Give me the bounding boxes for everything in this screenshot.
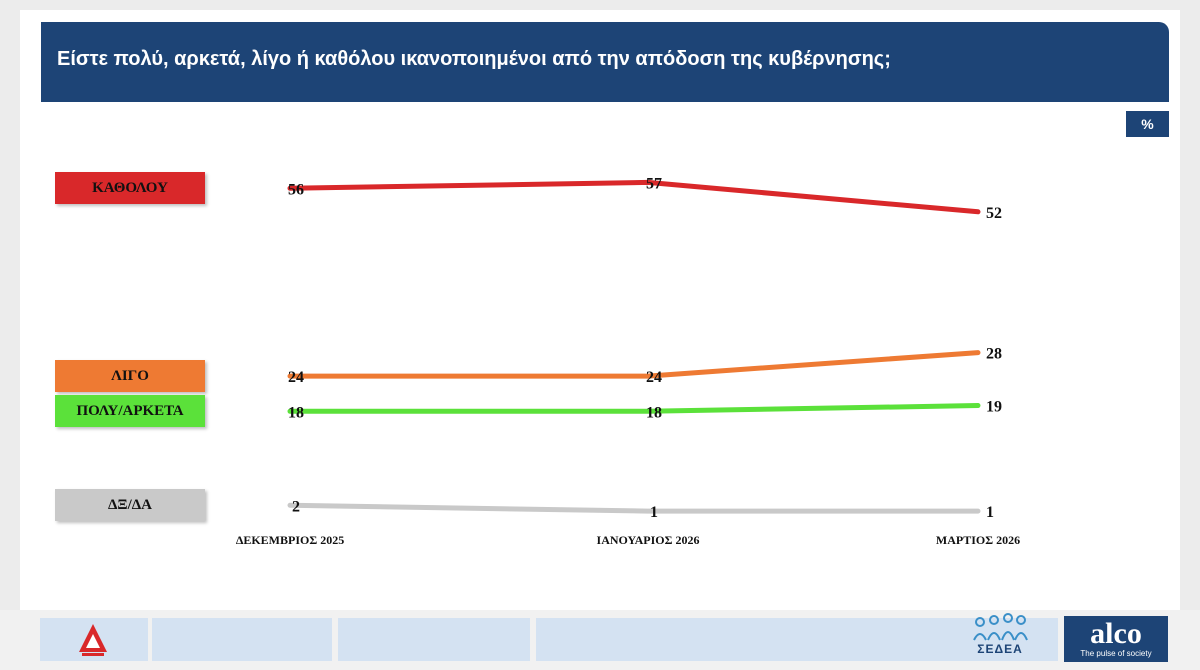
series-line <box>287 502 981 514</box>
data-label: 56 <box>288 181 304 198</box>
data-label: 19 <box>986 398 1002 415</box>
data-label: 2 <box>292 498 300 515</box>
legend-item: ΔΞ/ΔΑ <box>55 489 205 522</box>
data-label: 18 <box>646 404 662 421</box>
alco-logo-tagline: The pulse of society <box>1080 649 1152 658</box>
x-tick-label: ΔΕΚΕΜΒΡΙΟΣ 2025 <box>236 533 344 547</box>
legend-item: ΠΟΛΥ/ΑΡΚΕΤΑ <box>55 395 205 428</box>
series-line <box>287 179 981 215</box>
title-bar: Είστε πολύ, αρκετά, λίγο ή καθόλου ικανο… <box>41 22 1169 102</box>
alco-logo: alco The pulse of society <box>1064 616 1168 662</box>
legend-item: ΛΙΓΟ <box>55 360 205 393</box>
sedea-label: ΣΕΔΕΑ <box>977 642 1023 656</box>
line-chart: ΔΕΚΕΜΒΡΙΟΣ 2025 ΙΑΝΟΥΑΡΙΟΣ 2026 ΜΑΡΤΙΟΣ 20… <box>236 175 1020 547</box>
series-line <box>287 350 981 379</box>
series-line <box>287 403 981 414</box>
people-icon <box>973 613 1028 641</box>
data-label: 1 <box>986 504 994 521</box>
data-label: 18 <box>288 404 304 421</box>
data-label: 24 <box>646 369 662 386</box>
data-label: 28 <box>986 346 1002 363</box>
sedea-logo: ΣΕΔΕΑ <box>968 612 1032 662</box>
chart-title: Είστε πολύ, αρκετά, λίγο ή καθόλου ικανο… <box>57 48 891 70</box>
data-label: 1 <box>650 504 658 521</box>
data-label: 52 <box>986 205 1002 222</box>
x-tick-label: ΜΑΡΤΙΟΣ 2026 <box>936 533 1020 547</box>
footer-segment <box>338 618 530 661</box>
alco-logo-name: alco <box>1090 617 1142 650</box>
x-tick-label: ΙΑΝΟΥΑΡΙΟΣ 2026 <box>597 533 700 547</box>
alpha-channel-logo-icon <box>76 622 110 658</box>
data-label: 24 <box>288 369 304 386</box>
footer-segment <box>536 618 1058 661</box>
footer-segment <box>152 618 332 661</box>
data-label: 57 <box>646 175 662 192</box>
legend-item: ΚΑΘΟΛΟΥ <box>55 172 205 205</box>
unit-badge: % <box>1126 111 1169 137</box>
